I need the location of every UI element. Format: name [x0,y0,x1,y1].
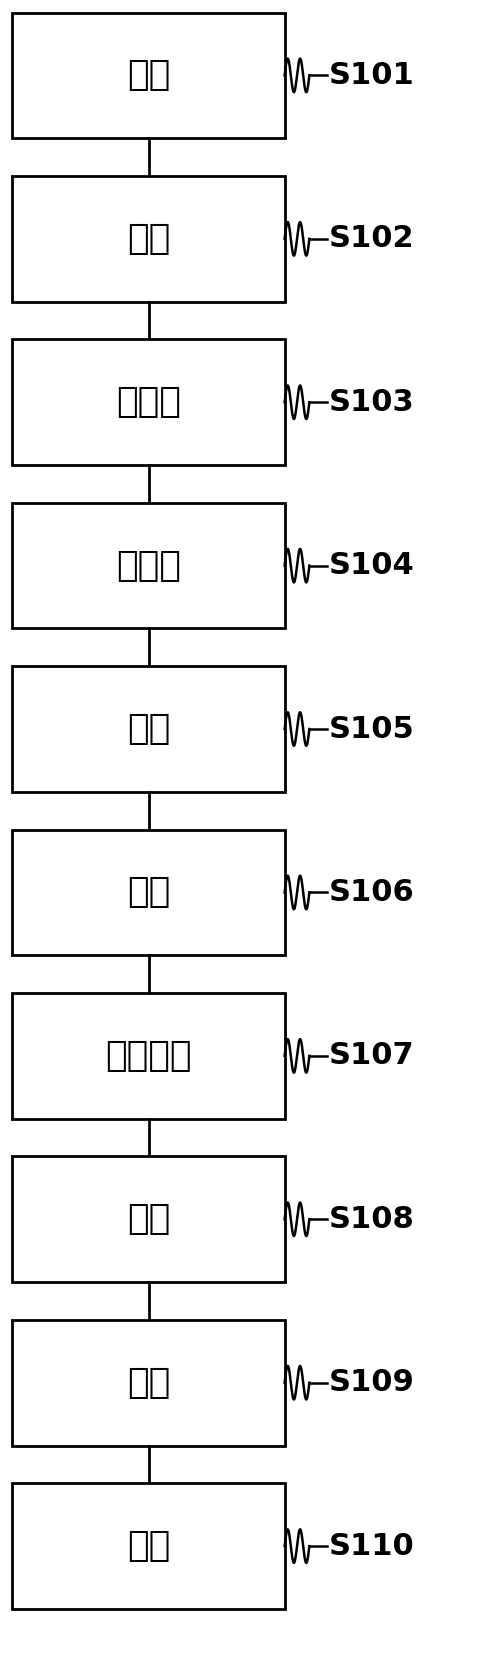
Text: 混练: 混练 [127,875,170,910]
FancyBboxPatch shape [12,13,285,139]
FancyBboxPatch shape [12,1483,285,1609]
Text: S101: S101 [329,60,415,91]
Text: S107: S107 [329,1041,415,1071]
Text: S108: S108 [329,1205,415,1234]
FancyBboxPatch shape [12,667,285,793]
FancyBboxPatch shape [12,339,285,464]
Text: 产品: 产品 [127,1529,170,1564]
Text: S110: S110 [329,1532,415,1560]
Text: S103: S103 [329,387,415,417]
Text: 磁场成形: 磁场成形 [105,1039,192,1073]
FancyBboxPatch shape [12,992,285,1120]
Text: S105: S105 [329,714,415,744]
Text: 加工: 加工 [127,1366,170,1399]
Text: 脱水: 脱水 [127,712,170,746]
FancyBboxPatch shape [12,176,285,302]
Text: 预烧: 预烧 [127,221,170,256]
Text: S104: S104 [329,551,415,580]
FancyBboxPatch shape [12,503,285,628]
Text: 微粉碎: 微粉碎 [116,548,181,583]
Text: 调配: 调配 [127,59,170,92]
Text: S106: S106 [329,878,415,907]
FancyBboxPatch shape [12,830,285,955]
FancyBboxPatch shape [12,1321,285,1445]
Text: S102: S102 [329,225,415,253]
Text: S109: S109 [329,1368,415,1398]
FancyBboxPatch shape [12,1156,285,1282]
Text: 烧成: 烧成 [127,1202,170,1237]
Text: 粗粉碎: 粗粉碎 [116,385,181,419]
